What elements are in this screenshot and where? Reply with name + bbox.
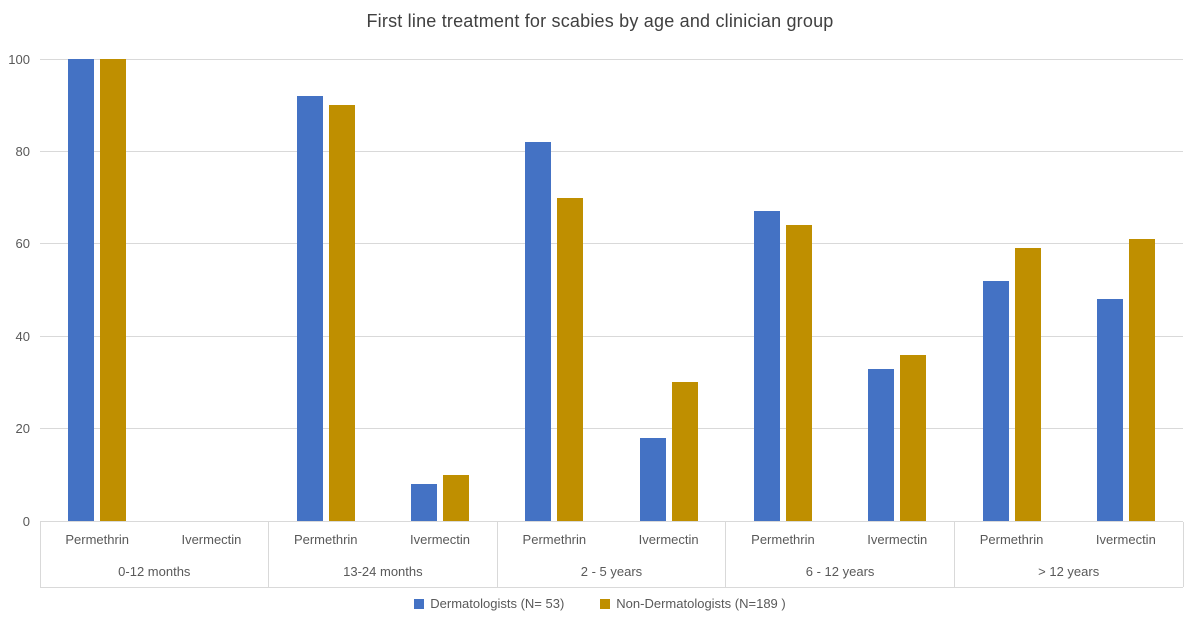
legend-item: Dermatologists (N= 53) bbox=[414, 596, 564, 611]
y-gridline bbox=[40, 428, 1183, 430]
x-axis-treatment-label: Ivermectin bbox=[181, 532, 242, 547]
bar-permethrin-series-0 bbox=[68, 59, 95, 521]
x-axis-treatment-label: Ivermectin bbox=[1095, 532, 1156, 547]
y-axis-tick-label: 80 bbox=[15, 143, 30, 159]
bar-permethrin-series-0 bbox=[525, 142, 552, 521]
x-axis-age-group-label: 2 - 5 years bbox=[580, 564, 643, 579]
bar-ivermectin-series-1 bbox=[900, 354, 927, 521]
legend-swatch-icon bbox=[600, 598, 611, 609]
bar-ivermectin-series-0 bbox=[868, 368, 895, 521]
y-gridline bbox=[40, 58, 1183, 60]
x-axis-age-group-label: 0-12 months bbox=[118, 564, 191, 579]
bar-ivermectin-series-1 bbox=[1128, 239, 1155, 521]
bar-permethrin-series-0 bbox=[296, 95, 323, 521]
x-axis-age-group-label: 13-24 months bbox=[343, 564, 423, 579]
y-axis-tick-label: 20 bbox=[15, 421, 30, 437]
bar-permethrin-series-1 bbox=[100, 59, 127, 521]
x-axis-treatment-label: Permethrin bbox=[751, 532, 815, 547]
category-divider bbox=[39, 522, 41, 587]
bar-ivermectin-series-0 bbox=[411, 484, 438, 521]
chart-title: First line treatment for scabies by age … bbox=[366, 11, 834, 31]
bar-permethrin-series-1 bbox=[328, 105, 355, 521]
x-axis-treatment-label: Permethrin bbox=[979, 532, 1044, 547]
x-axis-treatment-label: Permethrin bbox=[522, 532, 587, 547]
x-axis-treatment-label: Permethrin bbox=[293, 532, 358, 547]
y-gridline bbox=[40, 335, 1183, 337]
bar-ivermectin-series-1 bbox=[443, 474, 470, 521]
x-axis-treatment-label: Ivermectin bbox=[410, 532, 471, 547]
x-axis-age-group-label: 6 - 12 years bbox=[805, 564, 875, 579]
x-axis-treatment-label: Ivermectin bbox=[638, 532, 699, 547]
x-axis-age-group-label: > 12 years bbox=[1038, 564, 1100, 579]
category-divider bbox=[268, 522, 270, 587]
y-axis-tick-label: 0 bbox=[22, 513, 30, 529]
bar-permethrin-series-1 bbox=[557, 197, 584, 521]
legend-series-label: Dermatologists (N= 53) bbox=[430, 596, 565, 611]
label-table-bottom-border bbox=[40, 587, 1183, 588]
category-divider bbox=[953, 522, 955, 587]
category-divider bbox=[496, 522, 498, 587]
legend: Dermatologists (N= 53) Non-Dermatologists… bbox=[0, 596, 1200, 611]
y-axis-tick-label: 40 bbox=[15, 328, 30, 344]
y-axis-tick-label: 100 bbox=[8, 51, 30, 67]
y-gridline bbox=[40, 150, 1183, 152]
y-axis-tick-label: 60 bbox=[15, 236, 30, 252]
bar-permethrin-series-0 bbox=[753, 211, 780, 521]
bar-ivermectin-series-0 bbox=[1096, 299, 1123, 521]
legend-series-label: Non-Dermatologists (N=189 ) bbox=[616, 596, 786, 611]
category-divider bbox=[725, 522, 727, 587]
x-axis-treatment-label: Ivermectin bbox=[867, 532, 928, 547]
category-divider bbox=[1182, 522, 1184, 587]
bar-ivermectin-series-0 bbox=[639, 437, 666, 521]
y-gridline bbox=[40, 243, 1183, 245]
x-axis-treatment-label: Permethrin bbox=[65, 532, 129, 547]
x-axis-line bbox=[40, 521, 1183, 522]
legend-item: Non-Dermatologists (N=189 ) bbox=[600, 596, 786, 611]
bar-ivermectin-series-1 bbox=[671, 382, 698, 521]
bar-permethrin-series-0 bbox=[982, 280, 1009, 521]
legend-swatch-icon bbox=[414, 598, 425, 609]
bar-permethrin-series-1 bbox=[785, 225, 812, 521]
bar-permethrin-series-1 bbox=[1014, 248, 1041, 521]
